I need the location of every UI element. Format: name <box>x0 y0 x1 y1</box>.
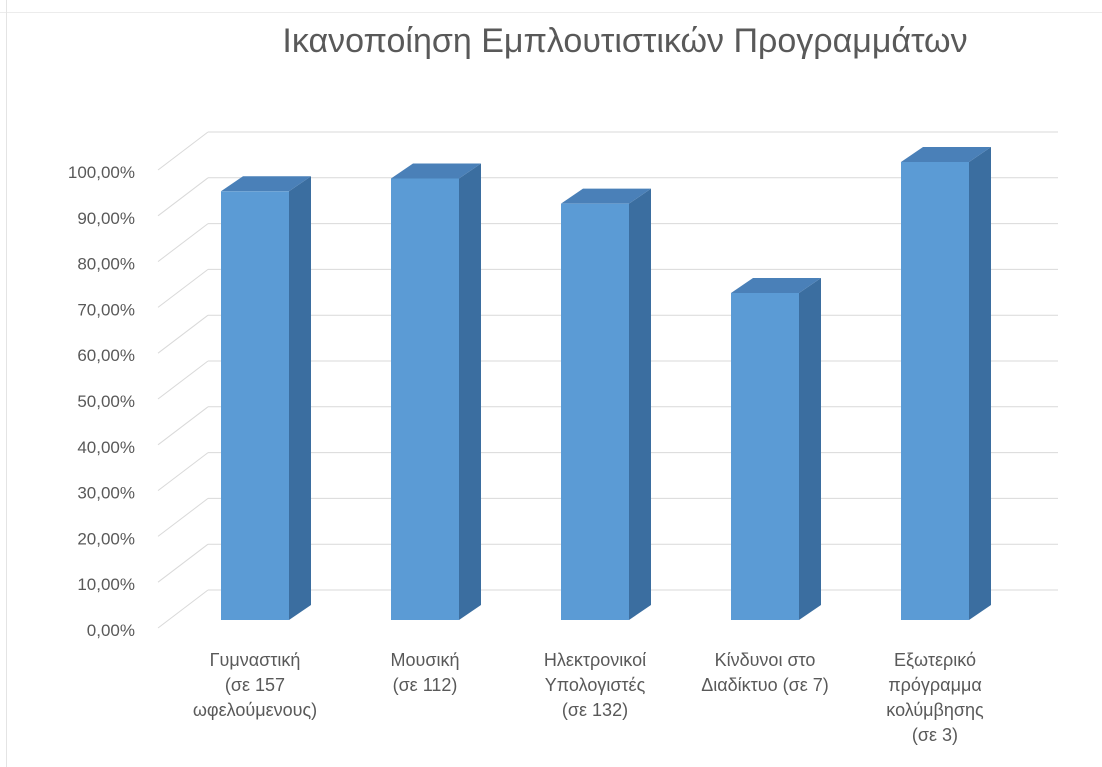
bar-side <box>969 147 991 620</box>
x-tick-label-line: πρόγραμμα <box>888 675 982 695</box>
y-tick-label: 80,00% <box>77 255 135 274</box>
y-tick-label: 50,00% <box>77 392 135 411</box>
y-tick-label: 40,00% <box>77 438 135 457</box>
x-tick-label-line: (σε 112) <box>392 675 458 695</box>
bar-top <box>731 277 821 293</box>
y-tick-label: 0,00% <box>87 621 135 640</box>
x-tick-label-line: ωφελούμενους) <box>192 700 318 720</box>
x-tick-label: Εξωτερικό πρόγραμμα κολύμβησης (σε 3) <box>850 648 1020 748</box>
x-tick-label: Ηλεκτρονικοί Υπολογιστές (σε 132) <box>510 648 680 723</box>
gridline-diagonal <box>157 177 209 217</box>
gridline-diagonal <box>157 360 209 400</box>
bar <box>901 162 969 620</box>
x-tick-label-line: Ηλεκτρονικοί <box>543 650 647 670</box>
y-tick-label: 60,00% <box>77 346 135 365</box>
bar <box>221 191 289 620</box>
bar-top <box>221 176 311 192</box>
x-tick-label-line: (σε 132) <box>561 700 629 720</box>
x-tick-label-line: Εξωτερικό <box>893 650 977 670</box>
frame-left-border <box>6 0 7 767</box>
x-tick-label-line: Κίνδυνοι στο <box>714 650 816 670</box>
x-tick-label-line: κολύμβησης <box>886 700 984 720</box>
y-tick-label: 90,00% <box>77 209 135 228</box>
y-tick-label: 70,00% <box>77 300 135 319</box>
x-tick-label: Μουσική (σε 112) <box>340 648 510 698</box>
gridline-diagonal <box>157 223 209 262</box>
bar <box>731 292 799 620</box>
x-tick-label-line: (σε 3) <box>911 725 959 745</box>
bar <box>391 178 459 620</box>
bar-side <box>629 188 651 621</box>
chart-title: Ικανοποίηση Εμπλουτιστικών Προγραμμάτων <box>282 22 968 60</box>
bar-side <box>799 277 821 620</box>
x-tick-label-line: (σε 157 <box>224 675 286 695</box>
bar-top <box>561 188 651 204</box>
gridline-diagonal <box>157 406 209 446</box>
gridline-diagonal <box>157 314 209 354</box>
x-tick-label: Κίνδυνοι στο Διαδίκτυο (σε 7) <box>680 648 850 698</box>
bar-side <box>289 176 311 620</box>
x-tick-label: Γυμναστική (σε 157 ωφελούμενους) <box>170 648 340 723</box>
gridline-diagonal <box>157 543 209 583</box>
bar-top <box>391 163 481 179</box>
gridline-diagonal <box>157 131 209 171</box>
bar-side <box>459 163 481 620</box>
y-tick-label: 100,00% <box>68 163 135 182</box>
x-tick-label-line: Μουσική <box>390 650 460 670</box>
gridline-diagonal <box>157 452 209 491</box>
x-tick-label-line: Διαδίκτυο (σε 7) <box>701 675 829 695</box>
bar <box>561 203 629 621</box>
gridline-diagonal <box>157 269 209 308</box>
gridline-diagonal <box>157 498 209 537</box>
y-tick-label: 10,00% <box>77 575 135 594</box>
x-tick-label-line: Γυμναστική <box>209 650 301 670</box>
gridline-diagonal <box>157 589 209 629</box>
bar-top <box>901 147 991 162</box>
x-tick-label-line: Υπολογιστές <box>544 675 646 695</box>
frame-top-border <box>0 12 1102 13</box>
y-tick-label: 30,00% <box>77 484 135 503</box>
y-tick-label: 20,00% <box>77 529 135 548</box>
